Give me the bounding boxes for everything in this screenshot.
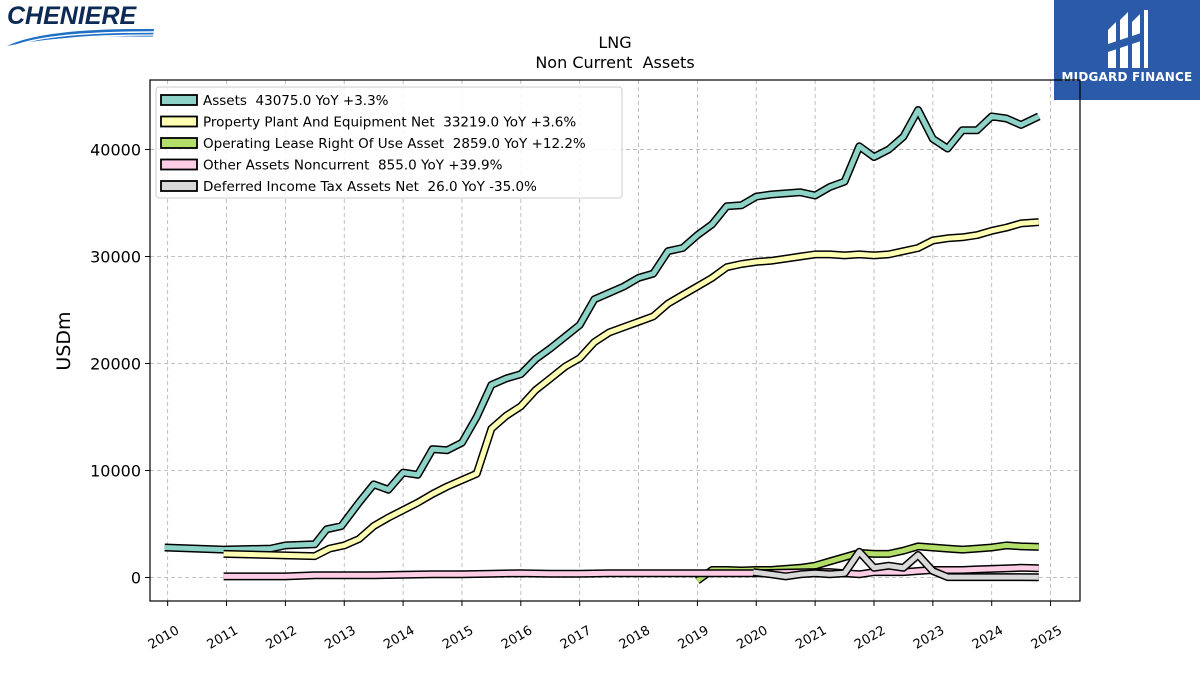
x-tick-label: 2021 — [793, 623, 829, 653]
y-tick-label: 20000 — [90, 355, 141, 374]
x-tick-label: 2022 — [852, 623, 888, 653]
cheniere-logo: CHENIERE — [7, 2, 155, 47]
x-tick-label: 2020 — [734, 623, 770, 653]
brand-text: MIDGARD FINANCE — [1061, 70, 1193, 84]
series-line-ppe — [223, 219, 1039, 559]
y-tick-label: 10000 — [90, 461, 141, 480]
y-tick-label: 40000 — [90, 141, 141, 160]
y-tick-label: 30000 — [90, 248, 141, 267]
x-tick-label: 2011 — [205, 623, 241, 653]
cheniere-logo-text: CHENIERE — [7, 2, 138, 30]
series-line-assets — [164, 107, 1040, 553]
midgard-emblem-icon — [1108, 10, 1148, 68]
legend-entry: Property Plant And Equipment Net 33219.0… — [203, 115, 576, 131]
midgard-finance-logo: MIDGARD FINANCE — [1054, 0, 1200, 100]
legend-box — [155, 86, 623, 199]
x-tick-label: 2025 — [1029, 623, 1065, 653]
legend-entry: Deferred Income Tax Assets Net 26.0 YoY … — [203, 179, 537, 195]
chart-subtitle: Non Current Assets — [535, 53, 694, 72]
x-tick-label: 2012 — [264, 623, 300, 653]
x-tick-label: 2016 — [499, 623, 535, 653]
legend: Assets 43075.0 YoY +3.3% Property Plant A… — [155, 86, 623, 199]
series-outline-ppe — [223, 218, 1040, 561]
chart-title: LNG — [598, 33, 631, 52]
x-tick-label: 2015 — [440, 623, 476, 653]
x-tick-label: 2014 — [381, 623, 417, 653]
series-layer — [164, 106, 1041, 584]
legend-entry: Assets 43075.0 YoY +3.3% — [203, 93, 389, 109]
legend-entry: Other Assets Noncurrent 855.0 YoY +39.9% — [203, 158, 503, 174]
legend-entry: Operating Lease Right Of Use Asset 2859.… — [203, 136, 586, 152]
legend-swatch-deferred — [160, 180, 198, 192]
legend-swatch-other — [160, 158, 198, 171]
y-axis-label: USDm — [53, 311, 75, 370]
legend-swatch-ppe — [160, 115, 198, 128]
x-tick-label: 2017 — [558, 623, 594, 653]
y-axis: 0 10000 20000 30000 40000 — [90, 141, 150, 587]
cheniere-swoosh-icon — [7, 28, 154, 46]
legend-swatch-assets — [160, 94, 198, 106]
x-axis: 2010 2011 2012 2013 2014 2015 2016 2017 2018 2019… — [146, 601, 1065, 653]
plot-frame — [149, 79, 1081, 602]
x-tick-label: 2010 — [146, 623, 182, 653]
series-line-deferred — [752, 549, 1039, 580]
legend-swatch-lease — [160, 137, 198, 149]
y-tick-label: 0 — [131, 568, 141, 587]
x-tick-label: 2018 — [617, 623, 653, 653]
x-tick-label: 2023 — [911, 623, 947, 653]
x-tick-label: 2013 — [322, 623, 358, 653]
x-tick-label: 2024 — [970, 623, 1006, 653]
x-tick-label: 2019 — [676, 623, 712, 653]
